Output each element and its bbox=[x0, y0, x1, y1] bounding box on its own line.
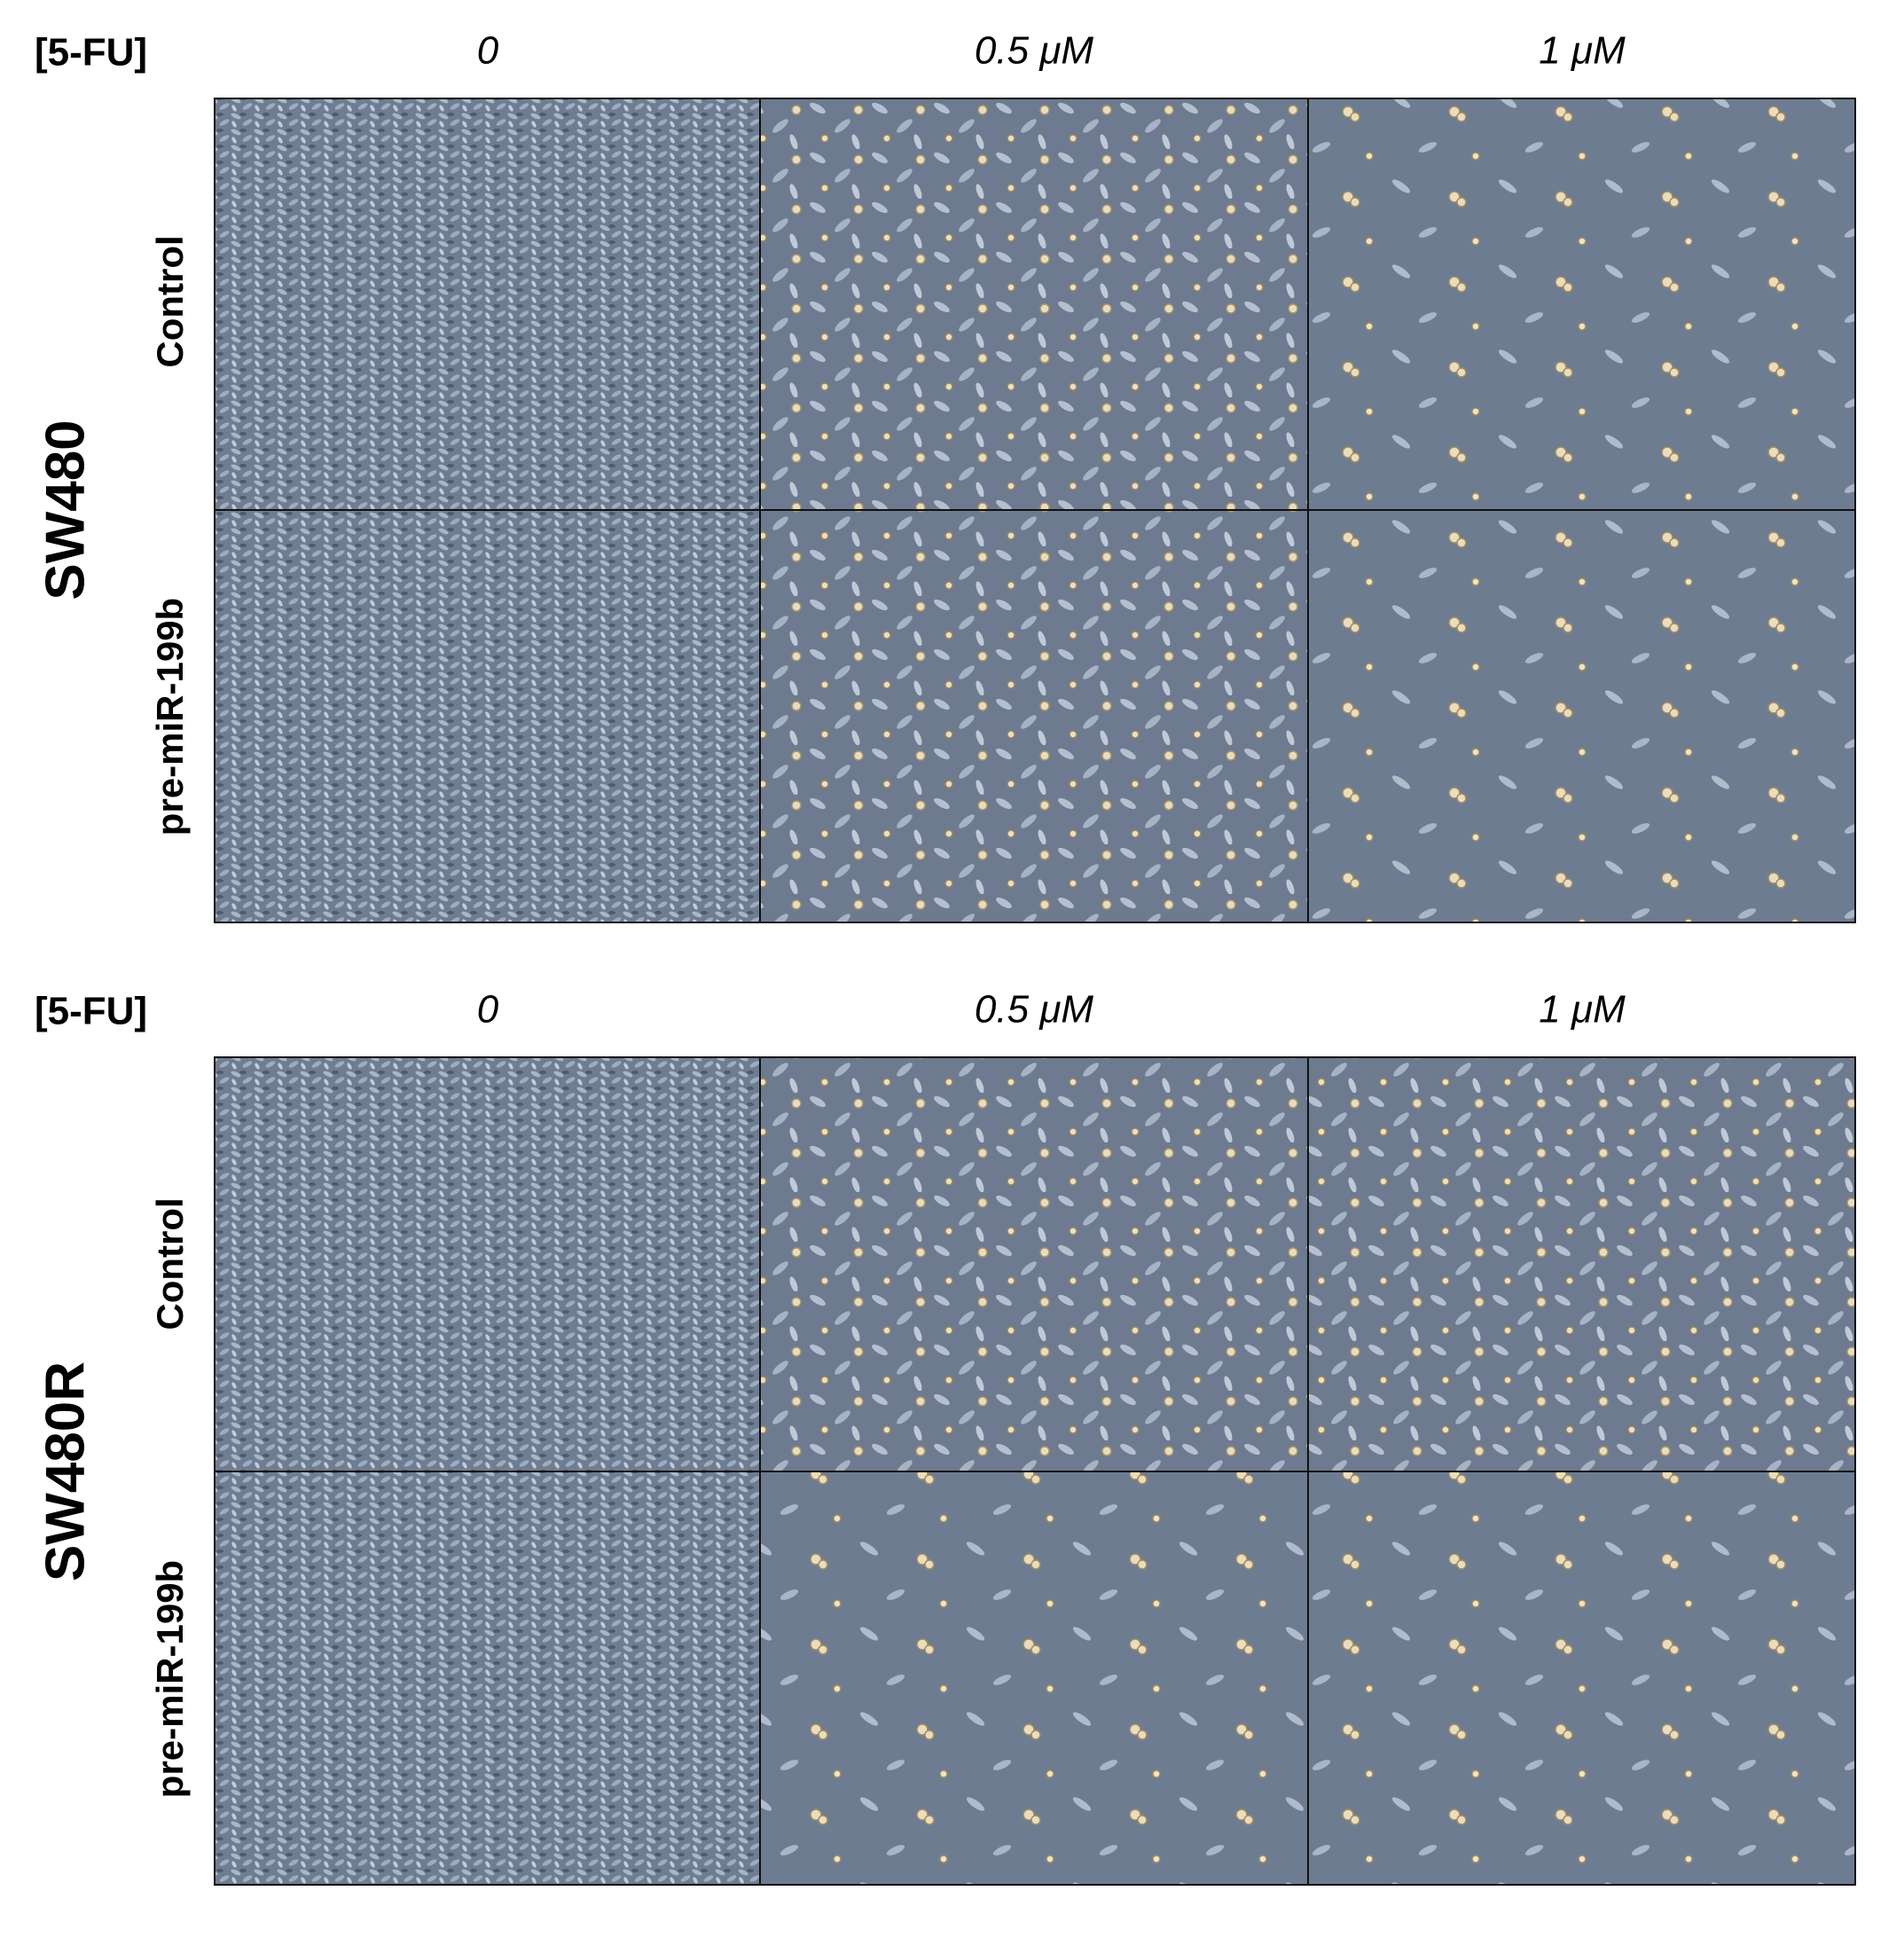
row-label: pre-miR-199b bbox=[149, 598, 191, 836]
concentration-header: 0.5 μM bbox=[975, 29, 1093, 73]
concentration-header: 0 bbox=[477, 29, 499, 73]
micrograph-grid bbox=[214, 1056, 1856, 1886]
row-label: pre-miR-199b bbox=[149, 1560, 191, 1798]
concentration-header: 0 bbox=[477, 988, 499, 1032]
micrograph bbox=[214, 1056, 761, 1472]
cell-line-label: SW480 bbox=[35, 420, 96, 600]
micrograph bbox=[759, 98, 1309, 511]
concentration-header: 0.5 μM bbox=[975, 988, 1093, 1032]
micrograph-grid bbox=[214, 98, 1856, 923]
cell-line-label: SW480R bbox=[35, 1361, 96, 1581]
micrograph bbox=[759, 509, 1309, 923]
micrograph bbox=[1307, 98, 1856, 511]
concentration-header: 1 μM bbox=[1539, 29, 1626, 73]
micrograph bbox=[214, 509, 761, 923]
micrograph bbox=[759, 1471, 1309, 1886]
treatment-label: [5-FU] bbox=[35, 990, 147, 1033]
micrograph bbox=[1307, 509, 1856, 923]
concentration-header: 1 μM bbox=[1539, 988, 1626, 1032]
micrograph bbox=[214, 1471, 761, 1886]
row-label: Control bbox=[149, 235, 191, 367]
treatment-label: [5-FU] bbox=[35, 31, 147, 75]
micrograph bbox=[759, 1056, 1309, 1472]
micrograph bbox=[1307, 1056, 1856, 1472]
micrograph bbox=[1307, 1471, 1856, 1886]
micrograph bbox=[214, 98, 761, 511]
row-label: Control bbox=[149, 1197, 191, 1330]
